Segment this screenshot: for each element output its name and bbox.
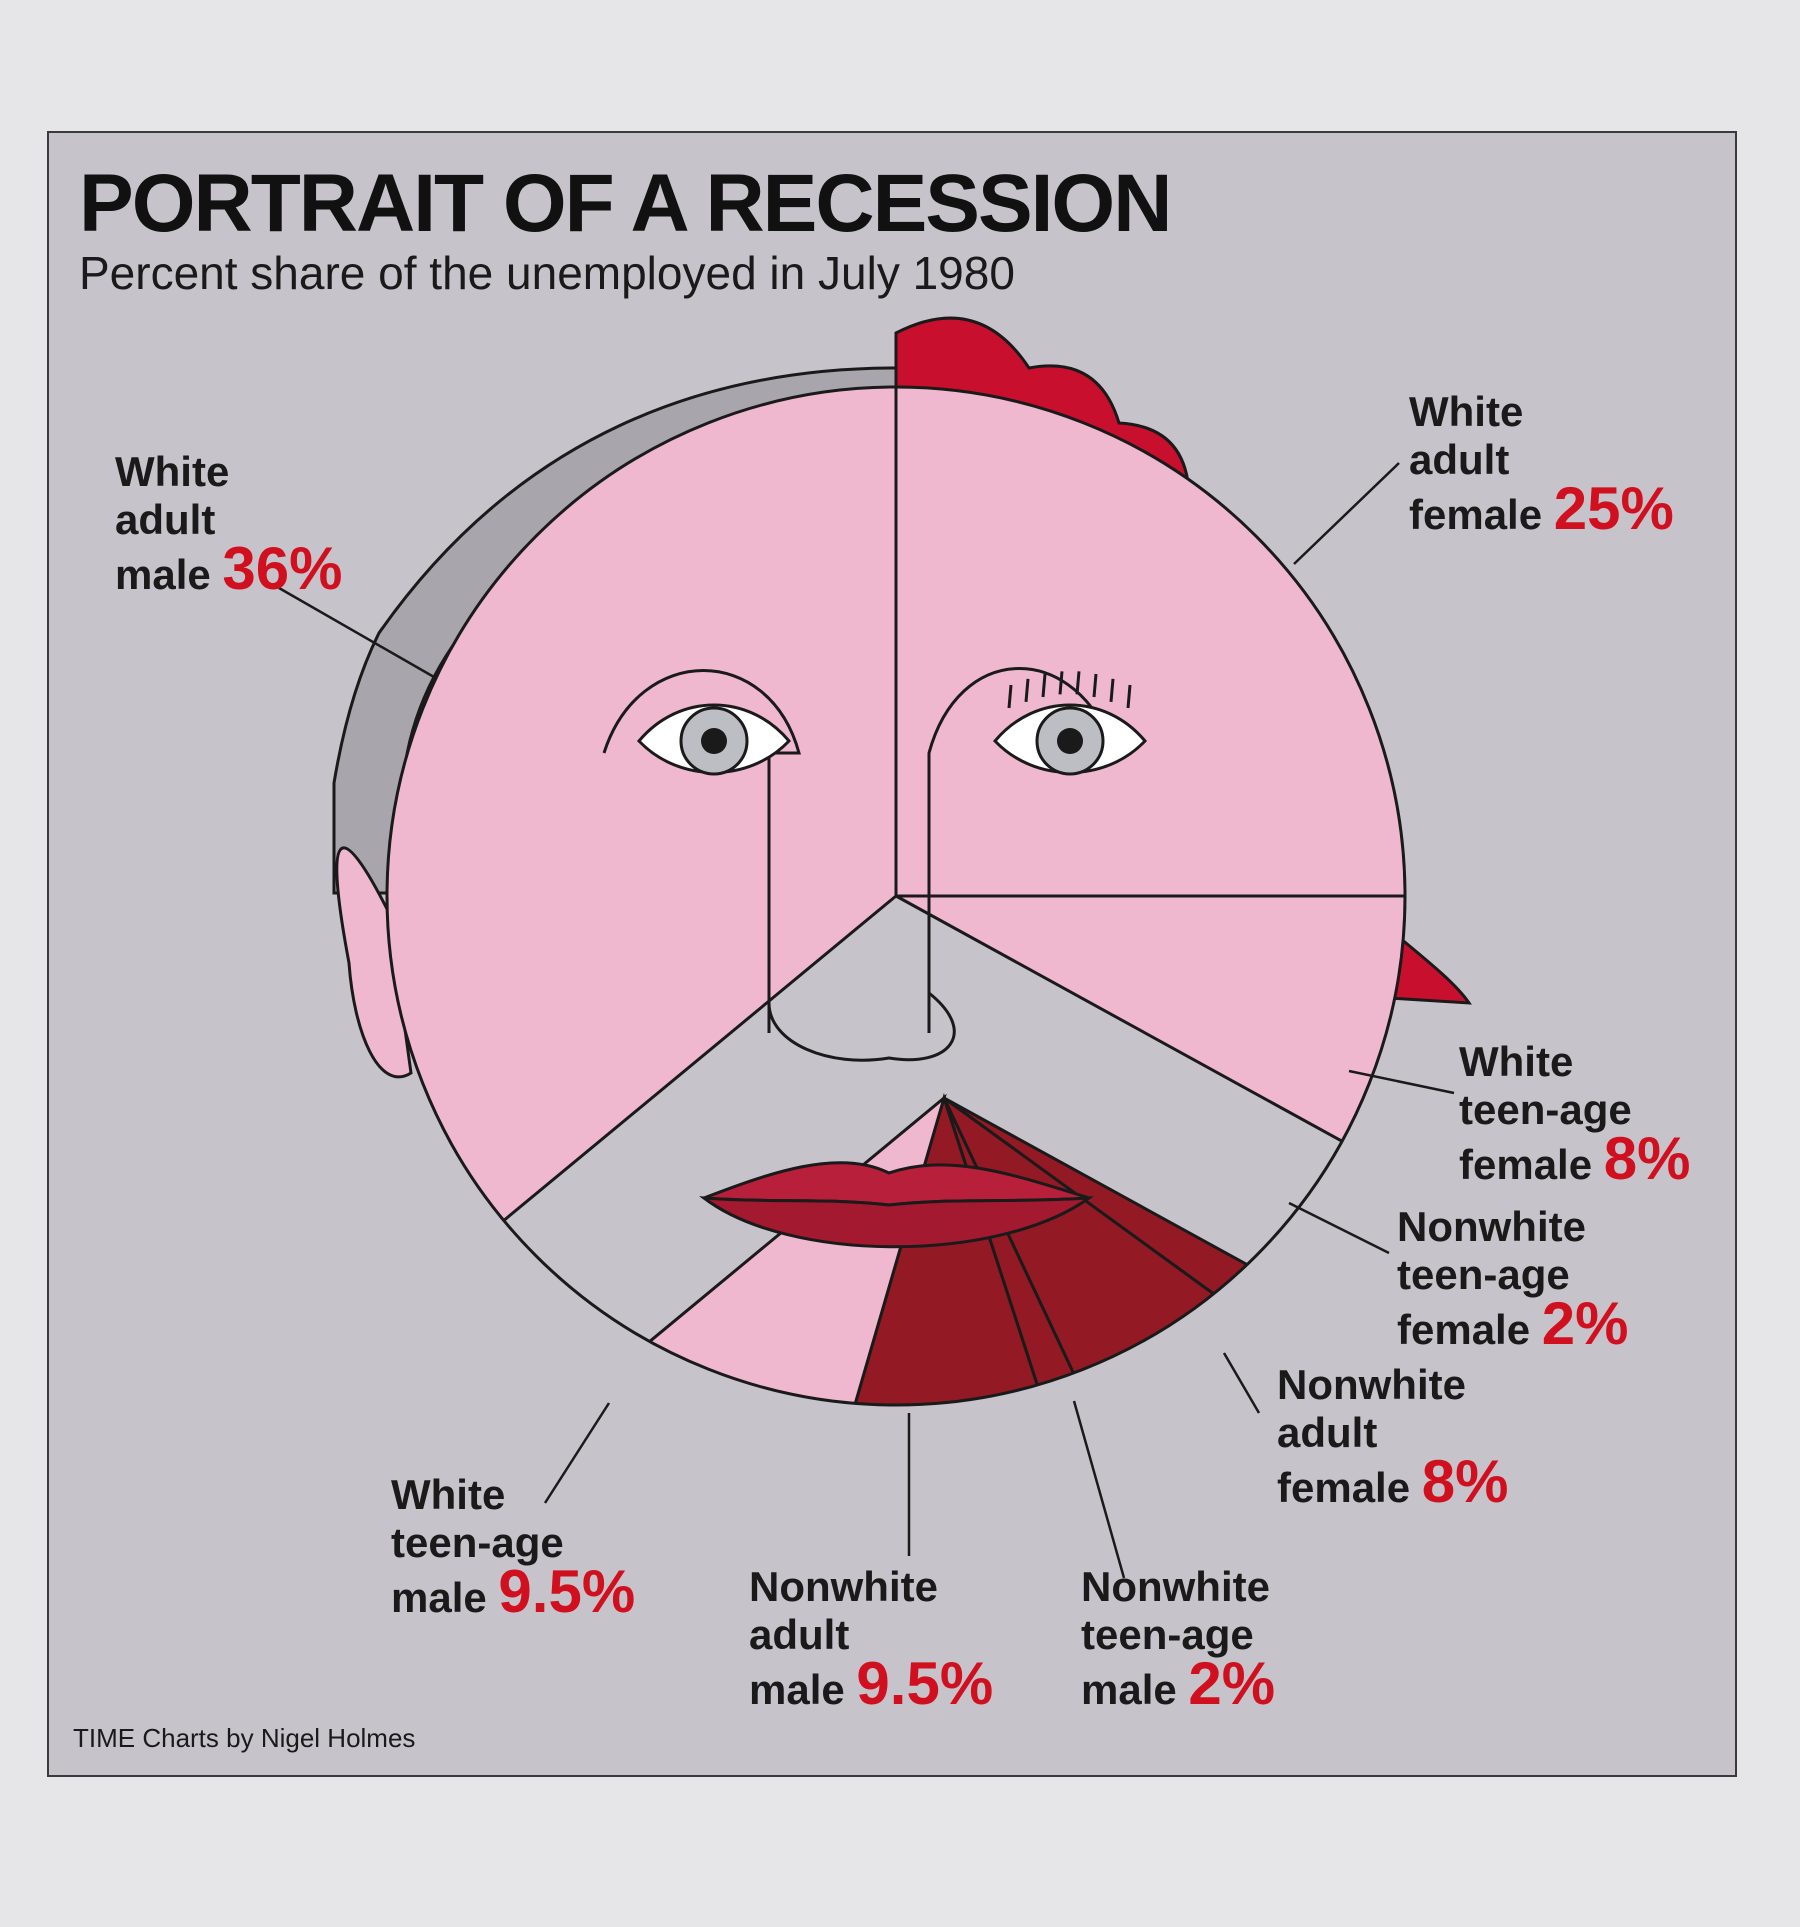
label-nonwhite-adult-female: Nonwhite adult female 8% — [1277, 1361, 1509, 1515]
eyelash-line — [1007, 684, 1013, 709]
ear-shape — [335, 846, 413, 1079]
pct-white-adult-male: 36% — [222, 535, 343, 602]
face-outline — [385, 385, 1407, 1407]
pct-white-teen-age-male: 9.5% — [498, 1558, 636, 1625]
lips-icon — [699, 1161, 1095, 1249]
eyelash-line — [1041, 673, 1047, 698]
label-nonwhite-teen-age-male: Nonwhite teen-age male 2% — [1081, 1563, 1276, 1717]
pct-nonwhite-teen-age-female: 2% — [1541, 1290, 1629, 1357]
right-eye-icon — [992, 703, 1148, 776]
chart-credit: TIME Charts by Nigel Holmes — [73, 1723, 416, 1753]
label-nonwhite-teen-age-female: Nonwhite teen-age female 2% — [1397, 1203, 1629, 1357]
facial-features — [602, 667, 1148, 1249]
pie-slice-white-teen-age-male — [387, 1093, 947, 1405]
pie-slice-white-adult-male — [387, 387, 898, 1405]
eyelashes-icon — [1007, 671, 1132, 709]
pct-nonwhite-teen-age-male: 2% — [1188, 1650, 1276, 1717]
label-nonwhite-adult-male: Nonwhite adult male 9.5% — [749, 1563, 994, 1717]
pct-white-teen-age-female: 8% — [1603, 1125, 1691, 1192]
pct-nonwhite-adult-male: 9.5% — [856, 1650, 994, 1717]
right-brow-nose-line — [927, 667, 1111, 1033]
label-white-adult-male: White adult male 36% — [115, 448, 343, 602]
pie-slice-nonwhite-teen-age-male — [942, 1097, 1330, 1405]
eyelash-line — [1058, 671, 1064, 695]
eyelash-line — [1126, 684, 1132, 709]
chart-title: PORTRAIT OF A RECESSION — [79, 158, 1172, 249]
pct-nonwhite-adult-female: 8% — [1421, 1448, 1509, 1515]
eyelash-line — [1075, 671, 1081, 695]
left-eye-icon — [636, 703, 792, 776]
label-white-teen-age-male: White teen-age male 9.5% — [391, 1471, 636, 1625]
pct-white-adult-female: 25% — [1553, 475, 1674, 542]
left-brow-nose-line — [602, 669, 801, 1033]
chart-frame: PORTRAIT OF A RECESSION Percent share of… — [47, 131, 1737, 1777]
eyelash-line — [1024, 678, 1030, 703]
pie-slice-nonwhite-adult-female — [942, 1096, 1405, 1405]
pie-slice-white-teen-age-female — [895, 894, 1405, 1332]
label-white-teen-age-female: White teen-age female 8% — [1459, 1038, 1691, 1192]
chart-subtitle: Percent share of the unemployed in July … — [79, 247, 1015, 299]
nose-outline — [767, 991, 956, 1062]
label-white-adult-female: White adult female 25% — [1409, 388, 1674, 542]
leader-lines — [278, 462, 1455, 1579]
eyelash-line — [1092, 673, 1098, 698]
eyelash-line — [1109, 678, 1115, 703]
face-pie-chart — [278, 316, 1472, 1579]
